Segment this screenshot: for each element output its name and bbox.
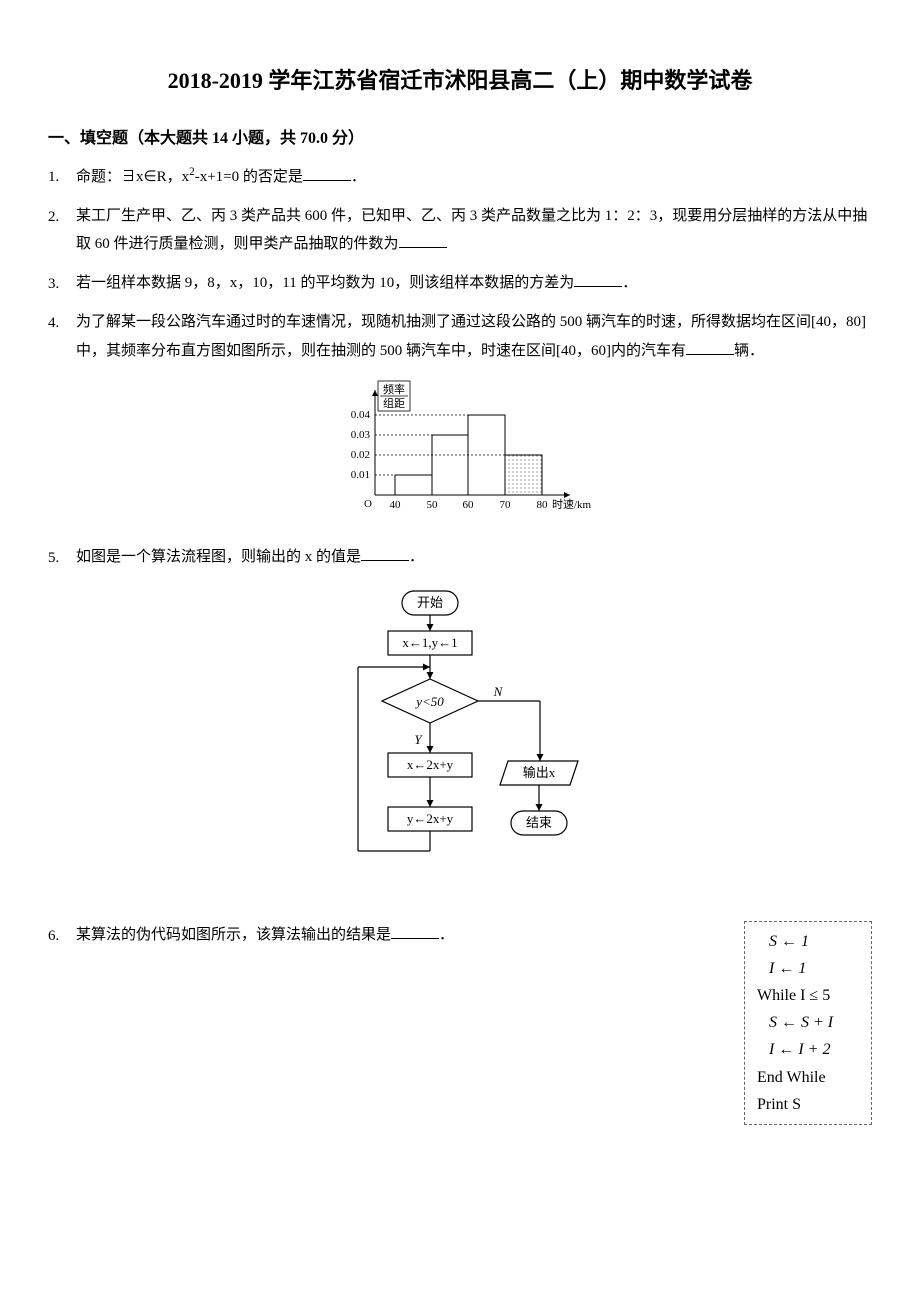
question-6: 6. S ← 1 I ← 1 While I ≤ 5 S ← S + I I ←…	[48, 921, 872, 1125]
blank	[391, 924, 439, 939]
blank	[686, 340, 734, 355]
question-2: 2. 某工厂生产甲、乙、丙 3 类产品共 600 件，已知甲、乙、丙 3 类产品…	[48, 202, 872, 259]
histogram-svg: O 频率 组距 0.01 0.02 0.03 0.04 40 50 60 70 …	[320, 375, 600, 525]
q-num: 1.	[48, 162, 76, 192]
flow-out: 输出x	[523, 765, 556, 780]
flow-end: 结束	[526, 815, 552, 830]
q-text: ．	[351, 169, 366, 185]
question-1: 1. 命题：∃x∈R，x2-x+1=0 的否定是．	[48, 162, 872, 192]
flowchart-svg: 开始 x←1,y←1 y<50 N 输出x 结束 Y x←2x+y y←2x+y	[330, 583, 590, 903]
q-body: 为了解某一段公路汽车通过时的车速情况，现随机抽测了通过这段公路的 500 辆汽车…	[76, 308, 872, 365]
blank	[361, 546, 409, 561]
q-text: -x+1=0 的否定是	[195, 169, 303, 185]
code-line: I ← I + 2	[757, 1036, 859, 1063]
blank	[399, 233, 447, 248]
q-num: 2.	[48, 202, 76, 232]
page-title: 2018-2019 学年江苏省宿迁市沭阳县高二（上）期中数学试卷	[48, 60, 872, 102]
flow-cond: y<50	[414, 694, 444, 709]
ytick: 0.04	[351, 409, 371, 421]
ytick: 0.03	[351, 429, 371, 441]
q-num: 3.	[48, 269, 76, 299]
code-line: I ← 1	[757, 955, 859, 982]
xtick: 40	[390, 499, 402, 511]
ylabel-bottom: 组距	[383, 396, 405, 410]
code-line: S ← 1	[757, 928, 859, 955]
q-text: ．	[439, 927, 454, 943]
q-text: ．	[622, 275, 637, 291]
flow-s1: x←2x+y	[407, 757, 454, 772]
blank	[574, 272, 622, 287]
flowchart-figure: 开始 x←1,y←1 y<50 N 输出x 结束 Y x←2x+y y←2x+y	[48, 583, 872, 903]
pseudocode-box: S ← 1 I ← 1 While I ≤ 5 S ← S + I I ← I …	[744, 921, 872, 1125]
flow-start: 开始	[417, 595, 443, 610]
question-4: 4. 为了解某一段公路汽车通过时的车速情况，现随机抽测了通过这段公路的 500 …	[48, 308, 872, 365]
q-text: 辆．	[734, 343, 764, 359]
section-heading: 一、填空题（本大题共 14 小题，共 70.0 分）	[48, 124, 872, 154]
q-body: S ← 1 I ← 1 While I ≤ 5 S ← S + I I ← I …	[76, 921, 872, 1125]
question-3: 3. 若一组样本数据 9，8，x，10，11 的平均数为 10，则该组样本数据的…	[48, 269, 872, 299]
xlabel: 时速/km	[552, 498, 592, 511]
histogram-figure: O 频率 组距 0.01 0.02 0.03 0.04 40 50 60 70 …	[48, 375, 872, 525]
flow-s2: y←2x+y	[407, 811, 454, 826]
q-num: 5.	[48, 543, 76, 573]
q-body: 如图是一个算法流程图，则输出的 x 的值是 ．	[76, 543, 872, 572]
flow-yes: Y	[414, 732, 423, 747]
flow-init: x←1,y←1	[402, 635, 457, 650]
q-text: 如图是一个算法流程图，则输出的 x 的值是	[76, 549, 361, 565]
q-text: 某算法的伪代码如图所示，该算法输出的结果是	[76, 927, 391, 943]
q-body: 某工厂生产甲、乙、丙 3 类产品共 600 件，已知甲、乙、丙 3 类产品数量之…	[76, 202, 872, 259]
flow-no: N	[493, 684, 504, 699]
ylabel-top: 频率	[383, 382, 405, 396]
origin-label: O	[364, 498, 372, 510]
q-num: 4.	[48, 308, 76, 338]
xtick: 50	[427, 499, 439, 511]
xtick: 70	[500, 499, 512, 511]
q-body: 命题：∃x∈R，x2-x+1=0 的否定是．	[76, 162, 872, 192]
q-text: ．	[409, 549, 424, 565]
xtick: 60	[463, 499, 475, 511]
q-num: 6.	[48, 921, 76, 951]
ytick: 0.01	[351, 469, 370, 481]
ytick: 0.02	[351, 449, 370, 461]
xtick: 80	[537, 499, 549, 511]
q-body: 若一组样本数据 9，8，x，10，11 的平均数为 10，则该组样本数据的方差为…	[76, 269, 872, 298]
q-text: 某工厂生产甲、乙、丙 3 类产品共 600 件，已知甲、乙、丙 3 类产品数量之…	[76, 208, 867, 253]
q-text: 若一组样本数据 9，8，x，10，11 的平均数为 10，则该组样本数据的方差为	[76, 275, 574, 291]
code-line: S ← S + I	[757, 1009, 859, 1036]
code-line: While I ≤ 5	[757, 982, 859, 1009]
q-text: 命题：∃x∈R，x	[76, 169, 189, 185]
code-line: End While	[757, 1064, 859, 1091]
code-line: Print S	[757, 1091, 859, 1118]
question-5: 5. 如图是一个算法流程图，则输出的 x 的值是 ．	[48, 543, 872, 573]
blank	[303, 166, 351, 181]
